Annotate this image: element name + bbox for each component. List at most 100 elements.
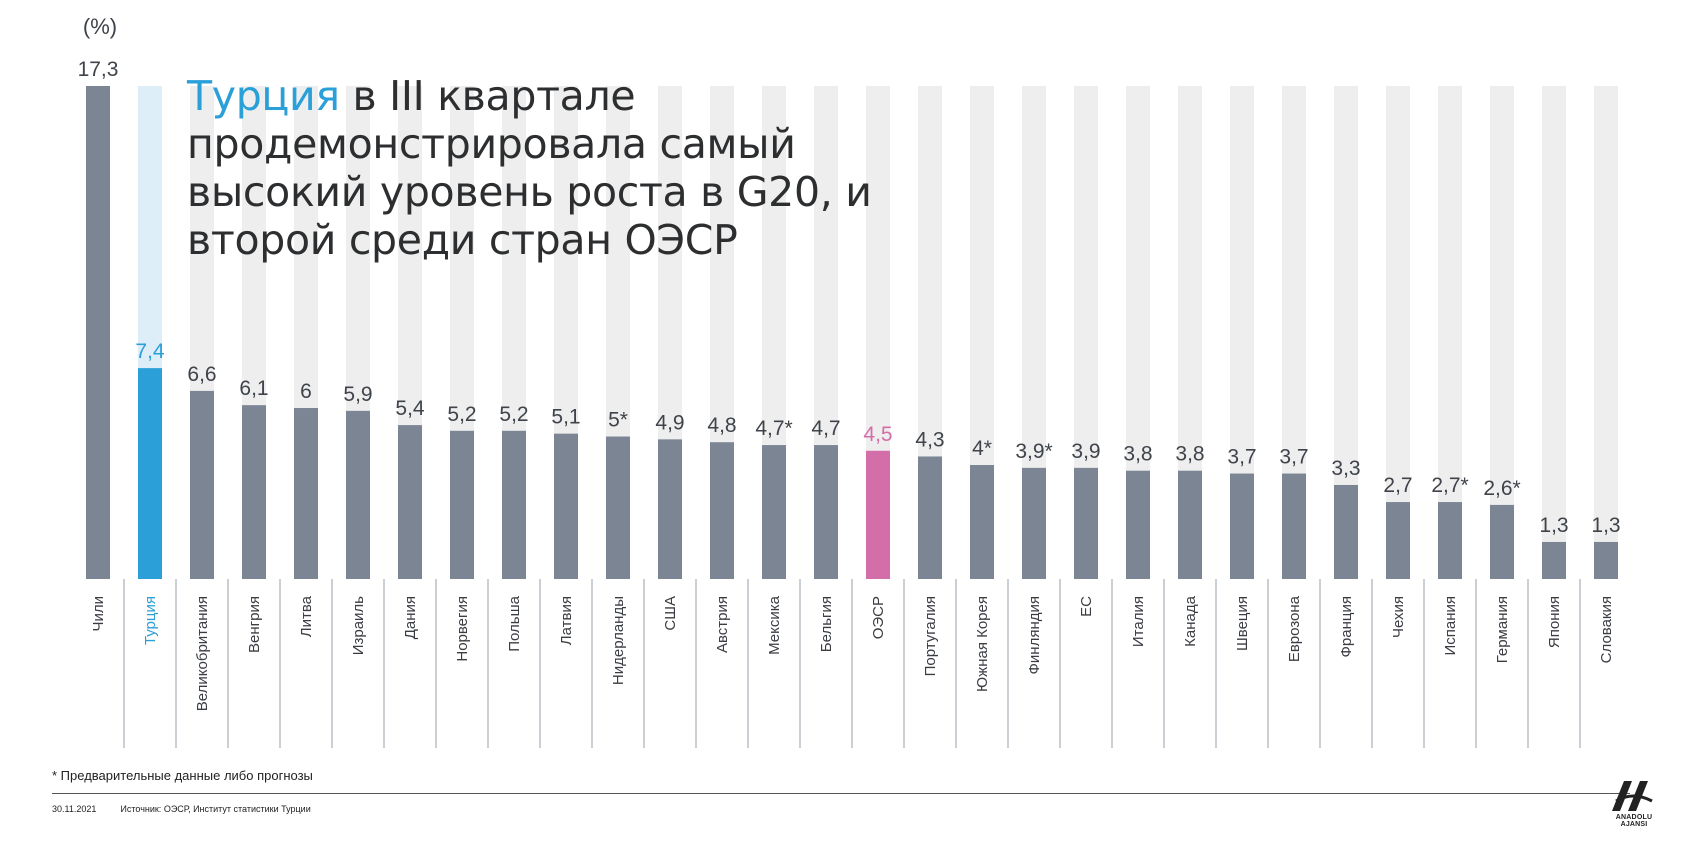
bar-28 (1490, 504, 1514, 579)
category-label: ОЭСР (870, 596, 887, 639)
background-stripe (1438, 86, 1462, 579)
category-label: Чехия (1390, 596, 1407, 638)
bar-6 (346, 410, 370, 579)
category-label: Канада (1182, 595, 1199, 646)
category-label: Словакия (1598, 596, 1615, 663)
footer-source: Источник: ОЭСР, Институт статистики Турц… (120, 804, 311, 814)
category-label: Польша (506, 595, 523, 651)
value-label: 3,9* (1015, 440, 1052, 463)
value-label: 3,8 (1123, 443, 1152, 466)
value-label: 4,7 (811, 417, 840, 440)
value-label: 3,8 (1175, 443, 1204, 466)
bar-29 (1542, 541, 1566, 579)
background-stripe (1542, 86, 1566, 579)
value-label: 5,4 (395, 397, 425, 420)
value-label: 7,4 (135, 340, 165, 363)
category-label: Латвия (558, 596, 575, 645)
category-label: Нидерланды (610, 596, 627, 685)
background-stripe (1594, 86, 1618, 579)
value-label: 17,3 (78, 58, 119, 81)
value-label: 6 (300, 380, 312, 403)
value-label: 4,8 (707, 414, 736, 437)
value-label: 6,1 (239, 377, 268, 400)
value-label: 5* (608, 409, 628, 432)
aa-logo-icon (1612, 781, 1653, 811)
background-stripe (1386, 86, 1410, 579)
category-label: Швеция (1234, 596, 1251, 651)
category-label: Израиль (350, 596, 367, 655)
value-label: 5,2 (447, 403, 476, 426)
value-label: 3,7 (1279, 446, 1308, 469)
bar-19 (1022, 467, 1046, 579)
bar-21 (1126, 470, 1150, 579)
value-label: 2,7 (1383, 474, 1412, 497)
bar-30 (1594, 541, 1618, 579)
bar-14 (762, 445, 786, 579)
bar-9 (502, 430, 526, 579)
headline-highlight: Турция (187, 72, 340, 120)
value-label: 4* (972, 437, 992, 460)
value-label: 4,3 (915, 428, 944, 451)
bar-25 (1334, 484, 1358, 579)
category-label: Венгрия (246, 596, 263, 653)
value-label: 4,5 (863, 423, 892, 446)
value-label: 3,9 (1071, 440, 1100, 463)
footer: 30.11.2021 Источник: ОЭСР, Институт стати… (52, 804, 311, 814)
category-label: Испания (1442, 596, 1459, 656)
category-label: Франция (1338, 596, 1355, 657)
bar-13 (710, 442, 734, 579)
category-label: Турция (142, 596, 159, 645)
category-label: Литва (298, 595, 315, 637)
bar-11 (606, 436, 630, 579)
bar-12 (658, 439, 682, 579)
value-label: 3,7 (1227, 446, 1256, 469)
category-label: Португалия (922, 596, 939, 676)
value-label: 2,7* (1431, 474, 1468, 497)
footer-date: 30.11.2021 (52, 804, 97, 814)
bar-16 (866, 450, 890, 579)
bar-26 (1386, 502, 1410, 579)
bar-8 (450, 430, 474, 579)
bar-23 (1230, 473, 1254, 579)
category-label: Бельгия (818, 596, 835, 652)
category-label: Германия (1494, 596, 1511, 663)
background-stripe (1490, 86, 1514, 579)
value-label: 5,1 (551, 406, 580, 429)
value-label: 5,2 (499, 403, 528, 426)
category-label: Великобритания (194, 596, 211, 711)
bar-15 (814, 445, 838, 579)
bar-22 (1178, 470, 1202, 579)
category-label: ЕС (1078, 596, 1095, 617)
value-label: 1,3 (1591, 514, 1620, 537)
category-label: Мексика (766, 595, 783, 655)
bar-3 (190, 390, 214, 579)
bar-24 (1282, 473, 1306, 579)
bar-27 (1438, 502, 1462, 579)
category-label: Чили (90, 596, 107, 632)
footer-divider (52, 793, 1630, 794)
bar-10 (554, 433, 578, 579)
category-label: Финляндия (1026, 596, 1043, 674)
footnote: * Предварительные данные либо прогнозы (52, 768, 313, 783)
category-label: Япония (1546, 596, 1563, 648)
unit-label: (%) (82, 14, 118, 39)
value-label: 5,9 (343, 383, 372, 406)
bar-4 (242, 405, 266, 579)
category-label: Австрия (714, 596, 731, 653)
headline-text: в III квартале продемонстрировала самый … (187, 72, 872, 264)
bar-5 (294, 408, 318, 579)
bar-7 (398, 425, 422, 579)
category-label: Южная Корея (974, 596, 991, 692)
category-label: Италия (1130, 596, 1147, 647)
bar-18 (970, 465, 994, 579)
value-label: 6,6 (187, 363, 216, 386)
category-label: Еврозона (1286, 595, 1303, 662)
category-label: Норвегия (454, 596, 471, 662)
value-label: 4,7* (755, 417, 792, 440)
logo-text: ANADOLU AJANSI (1615, 814, 1653, 828)
bar-1 (86, 86, 110, 579)
bar-20 (1074, 467, 1098, 579)
bar-2 (138, 368, 162, 579)
value-label: 4,9 (655, 411, 684, 434)
